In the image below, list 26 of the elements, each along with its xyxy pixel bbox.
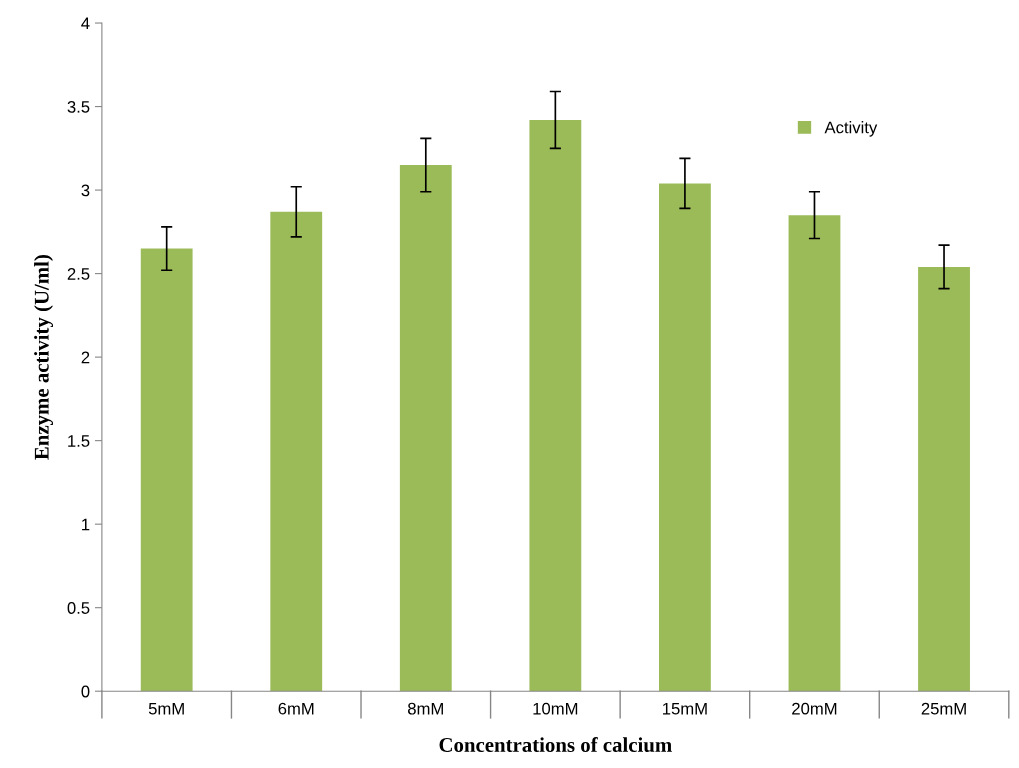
x-tick-label: 8mM [408, 702, 443, 715]
y-tick-label: 3.5 [67, 100, 90, 113]
y-tick-label: 2 [81, 351, 90, 364]
y-axis-title: Enzyme activity (U/ml) [34, 255, 54, 460]
bar [659, 183, 711, 692]
x-axis-title: Concentrations of calcium [439, 737, 672, 752]
y-tick-label: 4 [81, 17, 90, 30]
bar [399, 165, 452, 692]
y-tick-label: 3 [81, 184, 90, 197]
bar [918, 266, 970, 692]
x-tick-label: 20mM [792, 702, 837, 715]
bar [140, 248, 193, 692]
bar [529, 119, 582, 692]
y-tick-label: 1 [82, 518, 90, 531]
y-tick-label: 0.5 [67, 602, 90, 614]
x-tick-label: 15mM [663, 702, 707, 715]
y-tick-label: 0 [81, 685, 90, 698]
bar [788, 215, 841, 692]
x-tick-label: 5mM [148, 702, 184, 715]
x-tick-label: 10mM [533, 702, 578, 715]
y-tick-label: 2.5 [67, 268, 90, 280]
bar [270, 211, 323, 692]
x-tick-label: 6mM [278, 702, 314, 715]
y-tick-label: 1.5 [68, 435, 90, 447]
x-tick-label: 25mM [921, 702, 966, 715]
legend-label: Activity [824, 121, 878, 137]
